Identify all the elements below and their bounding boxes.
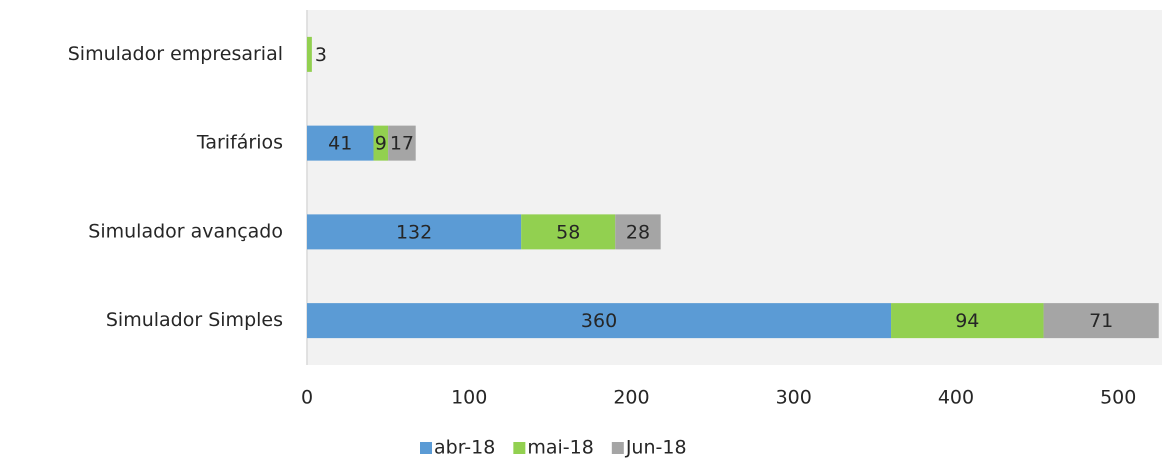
bar xyxy=(307,214,522,250)
bar xyxy=(521,214,616,250)
legend-label: abr-18 xyxy=(434,437,495,459)
y-tick-label: Tarifários xyxy=(196,132,283,154)
bar xyxy=(1043,303,1159,339)
data-label: 132 xyxy=(396,221,432,243)
legend-swatch xyxy=(611,442,624,454)
bar xyxy=(307,303,892,339)
x-tick-label: 100 xyxy=(451,387,487,409)
data-label: 17 xyxy=(390,133,414,155)
legend-label: mai-18 xyxy=(527,437,593,459)
legend-swatch xyxy=(513,442,526,454)
bar xyxy=(615,214,661,250)
data-label: 28 xyxy=(626,221,650,243)
bar xyxy=(373,125,389,161)
data-label: 3 xyxy=(315,44,327,66)
bar xyxy=(891,303,1044,339)
data-label: 94 xyxy=(955,310,979,332)
bar xyxy=(307,125,374,161)
x-tick-label: 400 xyxy=(938,387,974,409)
legend-swatch xyxy=(420,442,432,454)
x-tick-label: 300 xyxy=(776,387,812,409)
legend-label: Jun-18 xyxy=(625,437,687,459)
y-tick-label: Simulador avançado xyxy=(88,220,283,242)
y-tick-label: Simulador empresarial xyxy=(68,43,283,65)
data-label: 360 xyxy=(581,310,617,332)
data-label: 71 xyxy=(1089,310,1113,332)
data-label: 41 xyxy=(328,133,352,155)
x-tick-label: 500 xyxy=(1100,387,1136,409)
data-label: 9 xyxy=(375,133,387,155)
bar xyxy=(388,125,416,161)
y-tick-label: Simulador Simples xyxy=(106,309,283,331)
x-tick-label: 0 xyxy=(301,387,313,409)
x-tick-label: 200 xyxy=(613,387,649,409)
bar xyxy=(307,36,312,72)
data-label: 58 xyxy=(556,221,580,243)
